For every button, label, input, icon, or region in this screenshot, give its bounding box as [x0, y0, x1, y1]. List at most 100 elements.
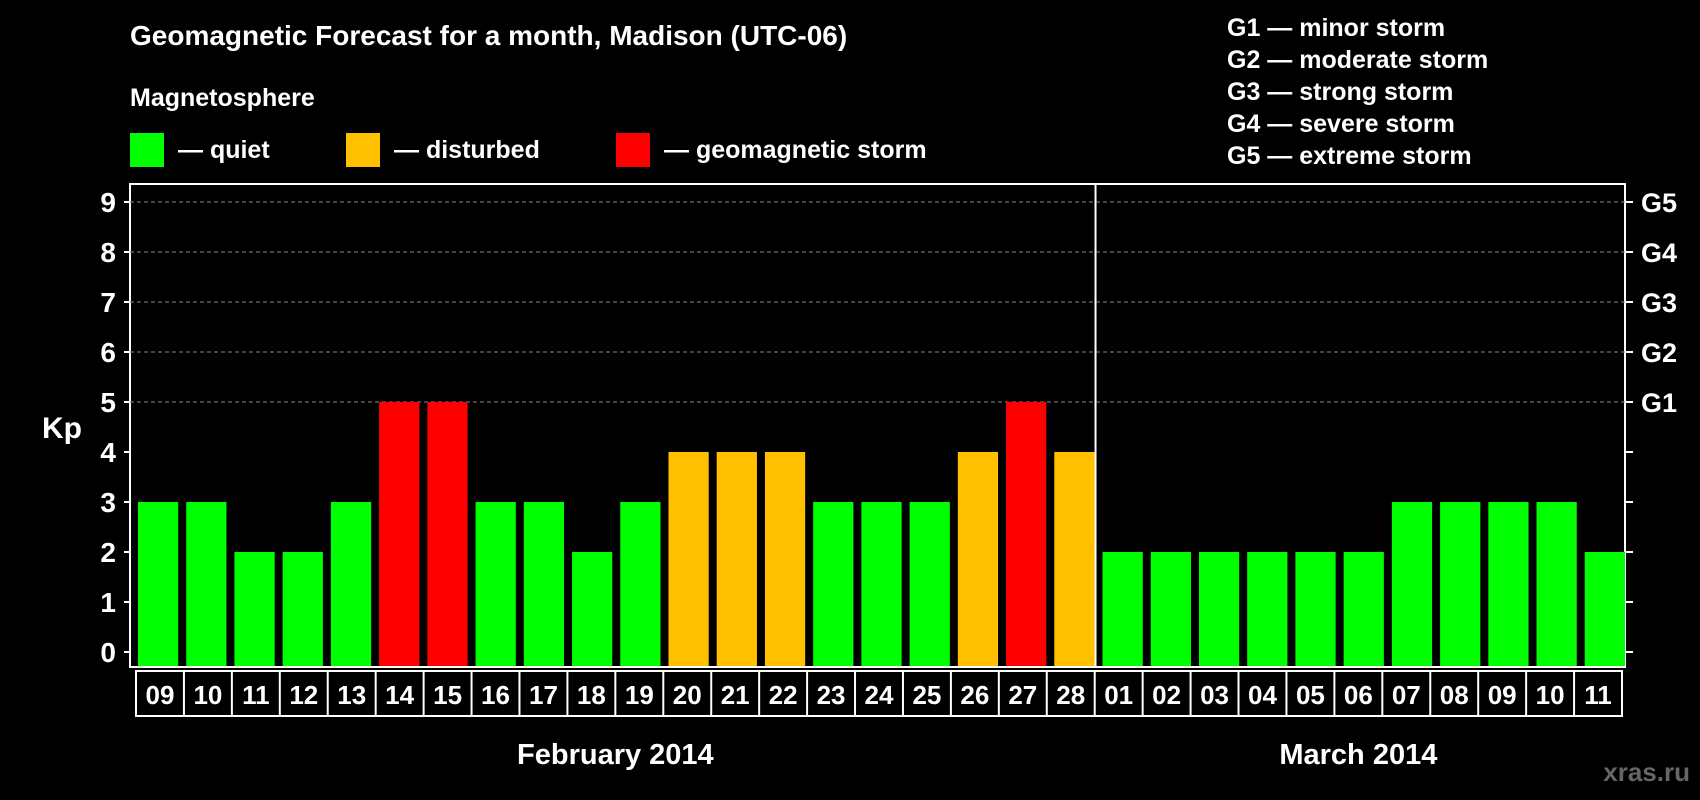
- bar-0: [138, 502, 179, 666]
- bar-10: [620, 502, 661, 666]
- y-tick-label-8: 8: [100, 237, 116, 268]
- storm-scale-g4: G4 — severe storm: [1227, 110, 1455, 138]
- bar-20: [1102, 552, 1143, 666]
- x-tick-label-26: 07: [1392, 680, 1421, 710]
- storm-scale-g5: G5 — extreme storm: [1227, 142, 1472, 170]
- x-tick-label-0: 09: [146, 680, 175, 710]
- x-tick-label-5: 14: [385, 680, 414, 710]
- x-tick-label-10: 19: [625, 680, 654, 710]
- right-axis-label-G4: G4: [1641, 238, 1677, 268]
- storm-scale-g1: G1 — minor storm: [1227, 14, 1446, 42]
- bar-27: [1440, 502, 1481, 666]
- month-label-1: March 2014: [1279, 739, 1437, 771]
- month-label-0: February 2014: [517, 739, 714, 771]
- bar-4: [330, 502, 372, 666]
- x-tick-label-22: 03: [1200, 680, 1229, 710]
- x-tick-label-9: 18: [577, 680, 606, 710]
- x-tick-label-6: 15: [433, 680, 462, 710]
- y-tick-label-7: 7: [100, 287, 116, 318]
- chart-title: Geomagnetic Forecast for a month, Madiso…: [130, 20, 848, 51]
- y-tick-label-5: 5: [100, 387, 116, 418]
- bar-30: [1584, 552, 1625, 666]
- x-tick-label-8: 17: [529, 680, 558, 710]
- legend-quiet-label: — quiet: [178, 135, 270, 164]
- x-tick-label-19: 28: [1056, 680, 1085, 710]
- x-tick-label-13: 22: [769, 680, 798, 710]
- right-axis-label-G5: G5: [1641, 188, 1677, 218]
- bar-21: [1150, 552, 1191, 666]
- bar-18: [1006, 402, 1047, 666]
- y-tick-label-1: 1: [100, 587, 116, 618]
- legend-disturbed-swatch: [346, 133, 380, 167]
- x-tick-label-29: 10: [1536, 680, 1565, 710]
- x-tick-label-27: 08: [1440, 680, 1469, 710]
- x-tick-label-7: 16: [481, 680, 510, 710]
- bar-29: [1536, 502, 1577, 666]
- x-tick-label-11: 20: [673, 680, 702, 710]
- bar-22: [1198, 552, 1240, 666]
- x-tick-label-24: 05: [1296, 680, 1325, 710]
- y-tick-label-0: 0: [100, 637, 116, 668]
- y-tick-label-3: 3: [100, 487, 116, 518]
- y-tick-label-9: 9: [100, 187, 116, 218]
- date-label-strip: [135, 670, 1623, 717]
- legend-storm: — geomagnetic storm: [616, 133, 927, 167]
- right-axis-label-G2: G2: [1641, 338, 1677, 368]
- x-tick-label-17: 26: [960, 680, 989, 710]
- x-tick-label-16: 25: [912, 680, 941, 710]
- x-tick-label-1: 10: [193, 680, 222, 710]
- bar-28: [1488, 502, 1529, 666]
- x-tick-label-15: 24: [865, 680, 894, 710]
- x-tick-label-4: 13: [337, 680, 366, 710]
- bar-1: [186, 502, 227, 666]
- bar-25: [1343, 552, 1384, 666]
- bar-3: [282, 552, 323, 666]
- legend-storm-swatch: [616, 133, 650, 167]
- x-tick-label-23: 04: [1248, 680, 1277, 710]
- bar-11: [668, 452, 709, 666]
- plot-frame: [129, 183, 1626, 668]
- legend-disturbed: — disturbed: [346, 133, 540, 167]
- legend-quiet-swatch: [130, 133, 164, 167]
- bar-12: [716, 452, 757, 666]
- right-axis-label-G1: G1: [1641, 388, 1677, 418]
- x-tick-label-2: 11: [242, 680, 270, 710]
- storm-scale-g3: G3 — strong storm: [1227, 78, 1454, 106]
- bar-15: [861, 502, 902, 666]
- bar-6: [427, 402, 468, 666]
- bar-14: [813, 502, 854, 666]
- bar-5: [379, 402, 420, 666]
- bar-24: [1295, 552, 1336, 666]
- watermark: xras.ru: [1603, 757, 1690, 787]
- x-tick-label-18: 27: [1008, 680, 1037, 710]
- bar-7: [475, 502, 516, 666]
- right-axis-label-G3: G3: [1641, 288, 1677, 318]
- x-tick-label-25: 06: [1344, 680, 1373, 710]
- x-tick-label-12: 21: [721, 680, 750, 710]
- x-tick-label-20: 01: [1104, 680, 1133, 710]
- bar-2: [234, 552, 275, 666]
- x-tick-label-30: 11: [1584, 680, 1612, 710]
- legend-storm-label: — geomagnetic storm: [664, 135, 927, 164]
- x-tick-label-3: 12: [289, 680, 318, 710]
- bar-23: [1247, 552, 1288, 666]
- y-tick-label-6: 6: [100, 337, 116, 368]
- storm-scale-legend: G1 — minor storm G2 — moderate storm G3 …: [1227, 12, 1488, 172]
- y-tick-label-4: 4: [100, 437, 116, 468]
- magnetosphere-heading: Magnetosphere: [130, 84, 315, 112]
- bar-17: [957, 452, 999, 666]
- x-tick-label-21: 02: [1152, 680, 1181, 710]
- bar-26: [1391, 502, 1433, 666]
- bar-9: [572, 552, 613, 666]
- x-tick-label-28: 09: [1488, 680, 1517, 710]
- storm-scale-g2: G2 — moderate storm: [1227, 46, 1489, 74]
- legend-disturbed-label: — disturbed: [394, 135, 540, 164]
- bar-16: [909, 502, 950, 666]
- bar-13: [764, 452, 806, 666]
- y-tick-label-2: 2: [100, 537, 116, 568]
- y-axis-label: Kp: [42, 412, 82, 445]
- x-tick-label-14: 23: [817, 680, 846, 710]
- bar-8: [523, 502, 565, 666]
- legend-quiet: — quiet: [130, 133, 270, 167]
